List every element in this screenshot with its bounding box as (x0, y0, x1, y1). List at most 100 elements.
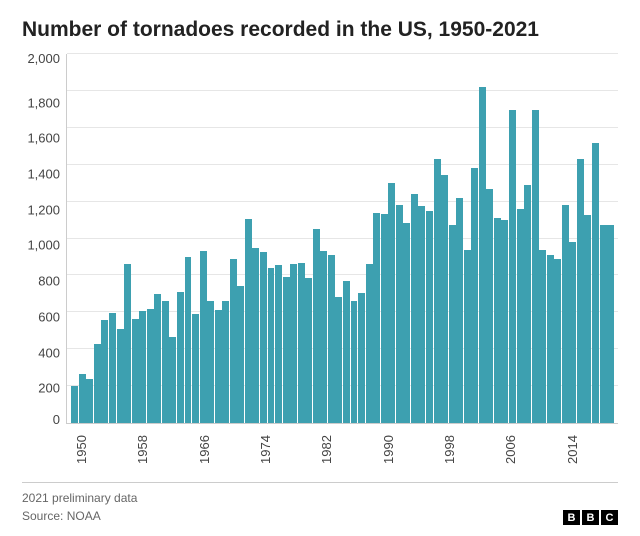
bar (132, 319, 139, 423)
bar (547, 255, 554, 423)
bar (358, 293, 365, 423)
x-tick-label: 1982 (319, 435, 334, 464)
bar (434, 159, 441, 423)
bar (524, 185, 531, 423)
bar (396, 205, 403, 423)
bar (139, 311, 146, 423)
y-tick-label: 2,000 (27, 52, 60, 65)
bar (456, 198, 463, 423)
x-tick-label: 1958 (135, 435, 150, 464)
footer-source: Source: NOAA (22, 507, 137, 525)
bbc-logo-block: B (582, 510, 599, 525)
y-tick-label: 0 (53, 413, 60, 426)
bar (418, 206, 425, 423)
y-tick-label: 1,400 (27, 168, 60, 181)
bar (222, 301, 229, 423)
bar (268, 268, 275, 423)
x-tick-label: 1966 (197, 435, 212, 464)
bbc-logo-block: C (601, 510, 618, 525)
bar (562, 205, 569, 423)
plot-area: 2,000 1,800 1,600 1,400 1,200 1,000 800 600 400 2… (22, 54, 618, 424)
bar (584, 215, 591, 423)
bar (124, 264, 131, 423)
bar (509, 110, 516, 423)
bar (298, 263, 305, 424)
y-tick-label: 1,800 (27, 96, 60, 109)
bar (600, 225, 607, 423)
bar (569, 242, 576, 423)
bar (351, 301, 358, 423)
x-tick-label: 2014 (565, 435, 580, 464)
bar (162, 301, 169, 423)
y-tick-label: 800 (38, 275, 60, 288)
bar (366, 264, 373, 423)
bar (79, 374, 86, 423)
bar (471, 168, 478, 423)
bar (192, 314, 199, 423)
bar (607, 225, 614, 423)
bar (169, 337, 176, 423)
bar (283, 277, 290, 423)
y-tick-label: 600 (38, 310, 60, 323)
x-tick-label: 1974 (258, 435, 273, 464)
bar (441, 175, 448, 423)
bar (554, 259, 561, 423)
bar (328, 255, 335, 423)
bar (532, 110, 539, 423)
x-tick-label: 1950 (74, 435, 89, 464)
bar (464, 250, 471, 423)
bar (290, 264, 297, 423)
bbc-logo-block: B (563, 510, 580, 525)
bar (403, 223, 410, 423)
bar (200, 251, 207, 423)
bar (237, 286, 244, 423)
bar (245, 219, 252, 423)
bar (388, 183, 395, 423)
y-axis: 2,000 1,800 1,600 1,400 1,200 1,000 800 600 400 2… (22, 54, 66, 424)
bar (94, 344, 101, 423)
chart-card: Number of tornadoes recorded in the US, … (0, 0, 640, 536)
y-tick-label: 1,600 (27, 132, 60, 145)
bar (154, 294, 161, 423)
y-tick-label: 1,000 (27, 239, 60, 252)
x-tick-label: 1998 (442, 435, 457, 464)
bar (101, 320, 108, 423)
bar (86, 379, 93, 423)
bar (486, 189, 493, 423)
bar (381, 214, 388, 423)
x-axis: 195019581966197419821990199820062014 (66, 424, 618, 480)
bar (117, 329, 124, 423)
chart-footer: 2021 preliminary data Source: NOAA BBC (22, 482, 618, 525)
bar (71, 386, 78, 423)
bar (335, 297, 342, 423)
bar (207, 301, 214, 423)
x-tick-label: 1990 (381, 435, 396, 464)
bar (109, 313, 116, 423)
footer-note: 2021 preliminary data (22, 489, 137, 507)
bar (494, 218, 501, 423)
y-tick-label: 400 (38, 346, 60, 359)
chart-title: Number of tornadoes recorded in the US, … (22, 18, 618, 42)
bar (252, 248, 259, 423)
bar (426, 211, 433, 423)
bar (501, 220, 508, 423)
bar (343, 281, 350, 423)
bar (373, 213, 380, 423)
bbc-logo: BBC (563, 510, 618, 525)
bar (411, 194, 418, 423)
bar (305, 278, 312, 423)
bar (539, 250, 546, 423)
bar (215, 310, 222, 423)
bar (260, 252, 267, 423)
bar (275, 265, 282, 423)
bar (313, 229, 320, 423)
bar (147, 309, 154, 423)
bar (320, 251, 327, 424)
bar (592, 143, 599, 423)
bar (185, 257, 192, 423)
bar (517, 209, 524, 423)
y-tick-label: 1,200 (27, 203, 60, 216)
bar (449, 225, 456, 423)
y-tick-label: 200 (38, 382, 60, 395)
footer-text: 2021 preliminary data Source: NOAA (22, 489, 137, 525)
